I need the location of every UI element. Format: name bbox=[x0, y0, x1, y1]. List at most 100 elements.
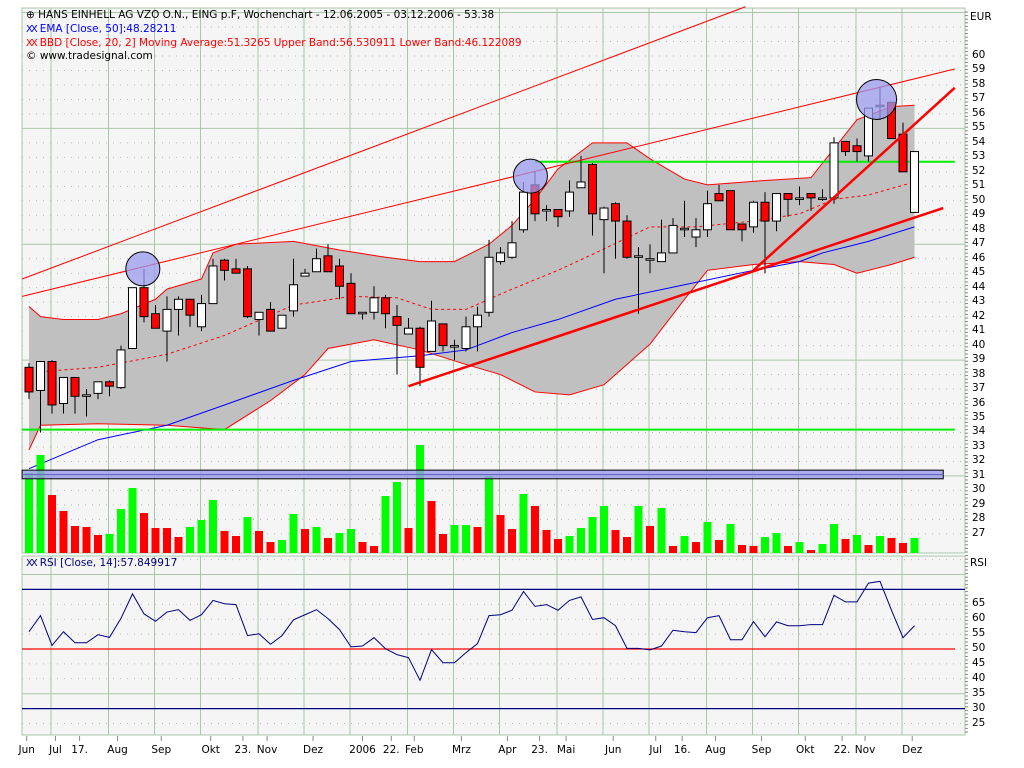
candle-body bbox=[36, 361, 45, 391]
candle bbox=[335, 258, 344, 300]
volume-bar bbox=[82, 527, 91, 553]
trendline bbox=[21, 68, 955, 297]
price-axis-unit: EUR bbox=[970, 11, 992, 23]
candle-body bbox=[714, 193, 724, 202]
ema-line bbox=[28, 226, 915, 470]
highlight-circle bbox=[125, 251, 161, 287]
volume-bar bbox=[841, 539, 850, 553]
date-tick-label: 16. bbox=[673, 744, 691, 756]
candle bbox=[312, 248, 321, 273]
volume-bar bbox=[404, 528, 413, 553]
candle-body bbox=[151, 313, 160, 329]
volume-bar bbox=[128, 488, 137, 553]
price-tick-label: 59 bbox=[972, 63, 986, 76]
price-tick-label: 53 bbox=[972, 150, 986, 163]
candle bbox=[668, 218, 678, 254]
bollinger-mid bbox=[40, 181, 915, 373]
candle-body bbox=[381, 297, 390, 315]
candle bbox=[254, 311, 264, 336]
volume-bar bbox=[772, 533, 781, 553]
indicator-icon: XX bbox=[26, 38, 38, 49]
volume-bar bbox=[301, 529, 309, 553]
candle-body bbox=[438, 323, 448, 347]
price-tick-label: 60 bbox=[972, 49, 986, 61]
volume-bar bbox=[623, 537, 631, 553]
date-tick-label: Okt bbox=[201, 744, 220, 756]
candle bbox=[910, 151, 919, 213]
price-tick-label: 47 bbox=[972, 237, 986, 250]
volume-bar bbox=[174, 537, 183, 553]
date-tick-label: Dez bbox=[303, 744, 324, 756]
date-tick-label: Sep bbox=[751, 744, 772, 756]
candle bbox=[415, 326, 425, 387]
candle-body bbox=[898, 133, 908, 173]
date-tick-label: 17. bbox=[71, 744, 88, 756]
candle bbox=[737, 223, 747, 242]
candle-body bbox=[461, 326, 471, 349]
volume-bar bbox=[416, 445, 424, 553]
price-tick-label: 27 bbox=[972, 526, 986, 539]
candle-body bbox=[749, 201, 758, 228]
price-tick-label: 48 bbox=[972, 222, 986, 235]
candle bbox=[266, 302, 275, 332]
candle bbox=[47, 360, 57, 414]
candle-body bbox=[197, 303, 206, 328]
date-tick-label: Dez bbox=[902, 744, 923, 756]
candle-body bbox=[760, 201, 770, 222]
volume-bar bbox=[393, 482, 401, 553]
rsi-tick-label: 45 bbox=[972, 656, 986, 669]
candle-body bbox=[553, 208, 563, 218]
candle bbox=[59, 376, 68, 414]
candle bbox=[151, 305, 160, 329]
date-tick-label: Okt bbox=[796, 744, 815, 756]
candle-body bbox=[542, 208, 551, 212]
candle bbox=[358, 311, 367, 320]
bbd-legend[interactable]: XX BBD [Close, 20, 2] Moving Average:51.3… bbox=[26, 37, 522, 49]
price-tick-label: 40 bbox=[972, 338, 986, 351]
volume-bar bbox=[381, 496, 390, 553]
candle bbox=[450, 339, 459, 361]
chart-title: ⊕ HANS EINHELL AG VZO O.N., EING p.F, Wo… bbox=[26, 9, 495, 21]
candle bbox=[438, 323, 448, 352]
volume-bar bbox=[462, 525, 470, 553]
candle-body bbox=[783, 193, 793, 200]
bollinger-upper bbox=[28, 104, 915, 321]
candle bbox=[404, 318, 413, 335]
candle-body bbox=[450, 345, 459, 348]
date-tick-label: Sep bbox=[151, 744, 172, 756]
price-tick-label: 58 bbox=[972, 77, 986, 90]
date-tick-label: 2006 bbox=[349, 744, 376, 756]
candle-body bbox=[139, 287, 149, 318]
indicator-icon: XX bbox=[26, 24, 38, 35]
candle-body bbox=[243, 268, 252, 318]
bollinger-fill bbox=[29, 105, 915, 450]
volume-bar bbox=[117, 509, 125, 553]
volume-bar bbox=[818, 544, 827, 553]
volume-bar bbox=[531, 506, 539, 553]
candle-body bbox=[231, 268, 241, 274]
volume-bar bbox=[335, 533, 344, 553]
candle-body bbox=[599, 207, 609, 221]
price-tick-label: 51 bbox=[972, 179, 986, 192]
candle-body bbox=[128, 287, 137, 349]
price-tick-label: 57 bbox=[972, 92, 986, 105]
rsi-tick-label: 50 bbox=[972, 642, 986, 654]
candle bbox=[588, 163, 597, 236]
volume-bar bbox=[646, 526, 654, 553]
volume-bar bbox=[266, 542, 275, 553]
candle bbox=[496, 247, 505, 265]
price-tick-label: 44 bbox=[972, 280, 986, 293]
volume-bar bbox=[186, 527, 194, 553]
rsi-pane bbox=[21, 555, 966, 736]
candle bbox=[507, 221, 517, 259]
volume-bar bbox=[715, 540, 723, 553]
price-tick-label: 37 bbox=[972, 382, 986, 395]
candle bbox=[116, 345, 126, 390]
ema-legend[interactable]: XX EMA [Close, 50]:48.28211 bbox=[26, 23, 177, 35]
candle-body bbox=[852, 145, 862, 153]
date-tick-label: Apr bbox=[498, 744, 517, 756]
volume-bar bbox=[588, 517, 597, 553]
candle-body bbox=[289, 284, 298, 312]
candle-body bbox=[829, 142, 839, 199]
rsi-legend[interactable]: XX RSI [Close, 14]:57.849917 bbox=[26, 557, 178, 569]
